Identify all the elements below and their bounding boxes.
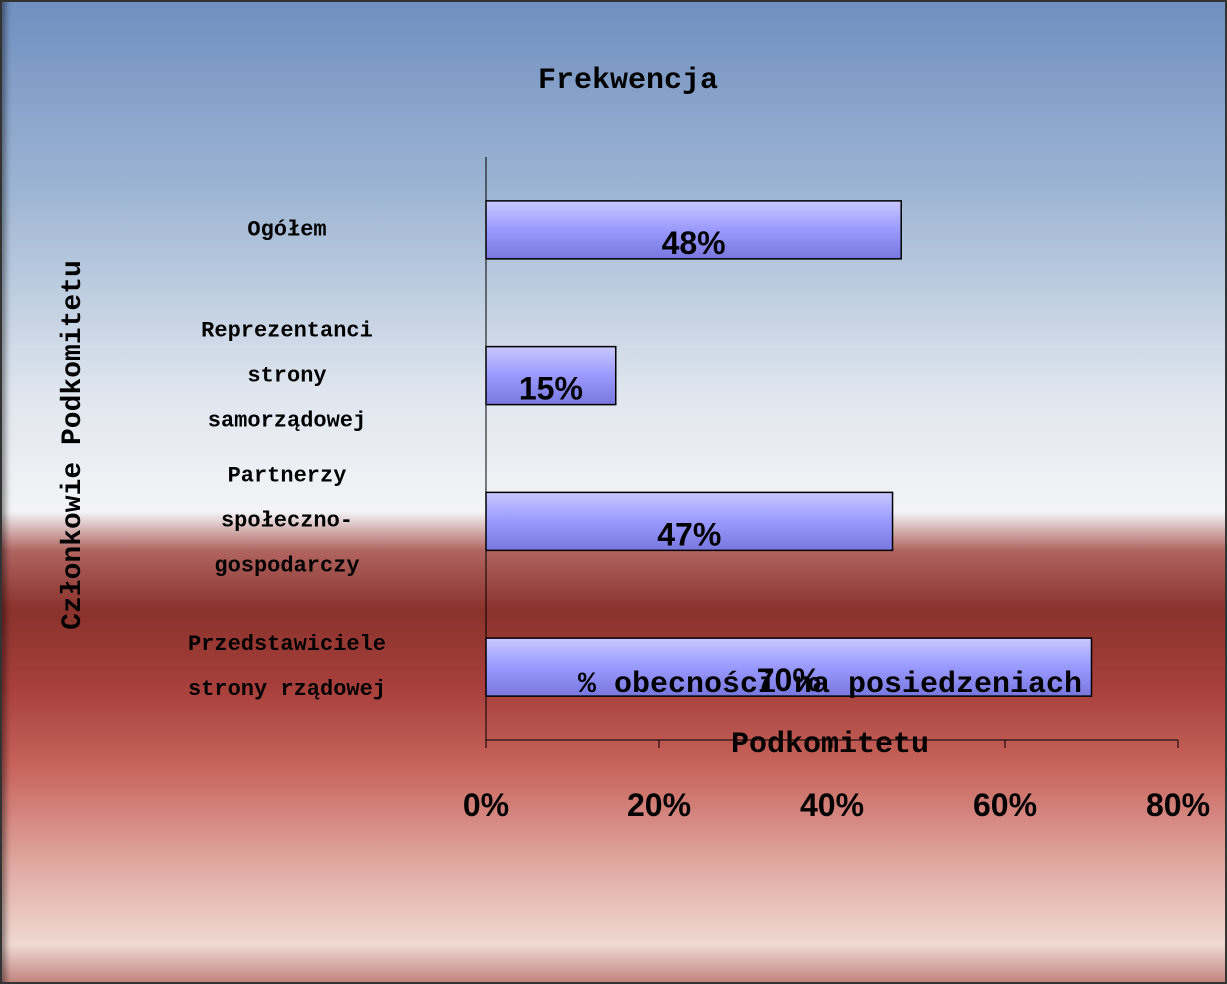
x-tick-label: 60% xyxy=(973,787,1037,823)
bar xyxy=(485,637,1093,697)
category-label: Reprezentanci strony samorządowej xyxy=(201,318,373,434)
y-axis-label: Członkowie Podkomitetu xyxy=(58,260,89,630)
value-label: 70% xyxy=(757,662,821,698)
x-axis-label: % obecności na posiedzeniach Podkomitetu xyxy=(577,668,1083,762)
chart-title: Frekwencja xyxy=(538,64,718,98)
category-label: Przedstawiciele strony rządowej xyxy=(187,632,387,703)
value-label: 47% xyxy=(657,516,721,552)
x-tick-label: 0% xyxy=(463,787,509,823)
bar xyxy=(485,345,617,406)
x-tick-label: 80% xyxy=(1146,787,1210,823)
value-label: 48% xyxy=(662,225,726,261)
category-label: Ogółem xyxy=(247,217,327,243)
x-tick-label: 20% xyxy=(627,787,691,823)
bar xyxy=(485,200,902,260)
bar xyxy=(485,491,894,552)
x-tick-label: 40% xyxy=(800,787,864,823)
category-label: Partnerzy społeczno- gospodarczy xyxy=(214,463,360,579)
value-label: 15% xyxy=(519,371,583,407)
